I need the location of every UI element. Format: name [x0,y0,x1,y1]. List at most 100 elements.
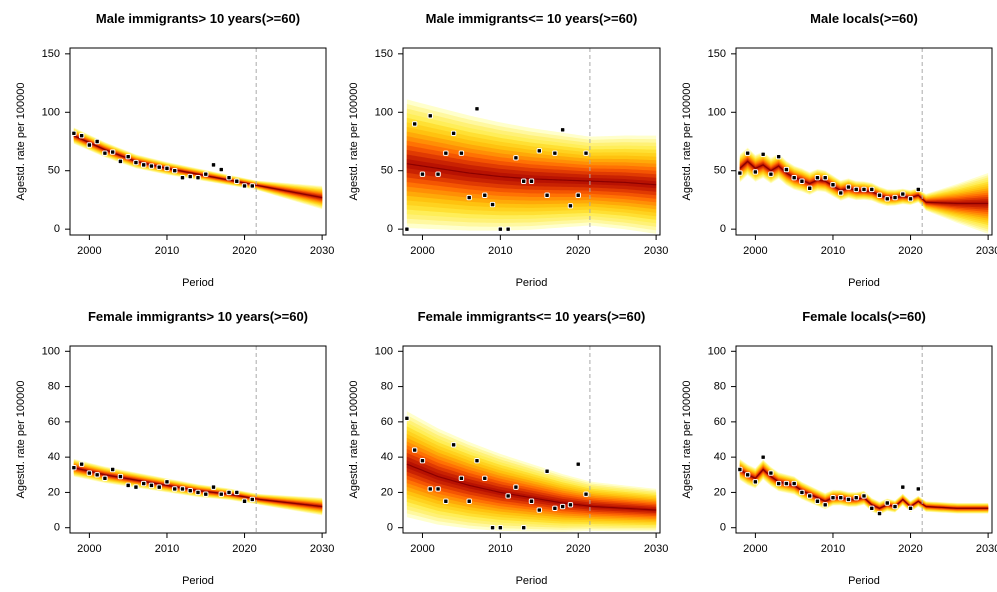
x-tick-label: 2000 [743,245,767,257]
y-tick-label: 0 [387,223,393,235]
data-point [861,186,867,193]
y-tick-label: 100 [42,345,60,357]
plot-frame [402,47,661,236]
data-point [148,482,155,489]
data-point [94,138,100,145]
x-axis-label: Period [182,575,214,587]
y-tick-label: 80 [714,381,726,393]
data-point [838,190,844,196]
data-point [552,150,558,156]
x-tick-label: 2010 [821,245,845,257]
data-point [744,150,751,156]
data-point [482,475,488,482]
data-point [156,484,162,490]
data-point [203,491,209,497]
chart-panel-5: 2000 2010 2020 2030 0 20 40 60 80 100 Female immig… [348,309,668,587]
data-point [133,159,139,166]
data-point [435,171,441,177]
data-point [419,457,426,464]
data-point [125,482,131,489]
chart-title: Male locals(>=60) [810,11,918,26]
data-point [109,149,116,155]
data-point [536,148,542,154]
data-point [187,173,193,180]
data-point [482,192,488,198]
y-tick-label: 60 [48,416,60,428]
x-tick-label: 2020 [232,543,256,555]
data-point [791,175,797,181]
data-point [830,182,836,188]
y-axis: 0 20 40 60 80 100 [375,345,403,534]
y-tick-label: 100 [375,345,393,357]
data-point [876,510,883,517]
data-point [567,502,574,508]
data-point [822,502,828,508]
data-point [133,484,139,490]
data-point [807,185,813,191]
x-axis: 2000 2010 2020 2030 [743,235,997,257]
data-point [435,486,441,492]
data-point [241,498,248,504]
x-tick-label: 2010 [488,543,512,555]
chart-title: Female immigrants> 10 years(>=60) [88,309,308,324]
data-point [404,226,410,232]
data-point [915,486,921,492]
x-axis-label: Period [848,277,880,289]
chart-panel-2: 2000 2010 2020 2030 0 50 100 150 Male immigrants… [348,11,668,289]
y-axis-label: Agestd. rate per 100000 [681,82,693,200]
x-tick-label: 2030 [310,245,334,257]
y-tick-label: 100 [42,106,60,118]
x-tick-label: 2030 [976,543,997,555]
x-axis: 2000 2010 2020 2030 [410,235,668,257]
y-tick-label: 50 [381,165,393,177]
data-point [218,166,224,173]
median-line [406,463,657,511]
data-point [544,468,550,474]
data-point [497,226,504,232]
plot-frame [402,345,661,534]
y-tick-label: 20 [48,486,60,498]
data-point [536,507,542,513]
data-point [474,106,480,112]
y-tick-label: 0 [54,223,60,235]
data-point [575,461,581,467]
data-point [443,150,449,156]
y-tick-label: 0 [720,223,726,235]
x-tick-label: 2030 [644,543,668,555]
fan-band-13 [73,134,323,200]
data-point [845,496,852,503]
x-tick-label: 2030 [644,245,668,257]
data-point [226,175,232,181]
y-tick-label: 20 [714,486,726,498]
data-point [195,175,201,181]
y-tick-label: 40 [381,451,393,463]
data-point [172,168,178,174]
data-point [760,454,766,460]
x-axis-label: Period [516,277,548,289]
observed-points [404,415,589,531]
data-point [567,203,574,209]
chart-title: Male immigrants> 10 years(>=60) [96,11,300,26]
data-point [853,495,859,501]
data-point [86,470,93,476]
y-tick-label: 100 [375,106,393,118]
observed-points [71,130,256,189]
fan-bands [73,127,323,210]
x-tick-label: 2010 [488,245,512,257]
x-axis-label: Period [182,277,214,289]
y-tick-label: 150 [42,48,60,60]
data-point [249,496,256,503]
y-axis: 0 20 40 60 80 100 [708,345,736,534]
x-tick-label: 2020 [898,543,922,555]
data-point [411,121,418,127]
x-tick-label: 2000 [77,543,101,555]
data-point [807,493,813,499]
data-point [411,447,418,453]
y-tick-label: 60 [714,416,726,428]
y-axis-label: Agestd. rate per 100000 [348,380,360,498]
data-point [141,480,147,487]
plot-frame [69,345,327,534]
data-point [583,150,589,156]
y-tick-label: 150 [375,48,393,60]
x-axis: 2000 2010 2020 2030 [743,533,997,555]
